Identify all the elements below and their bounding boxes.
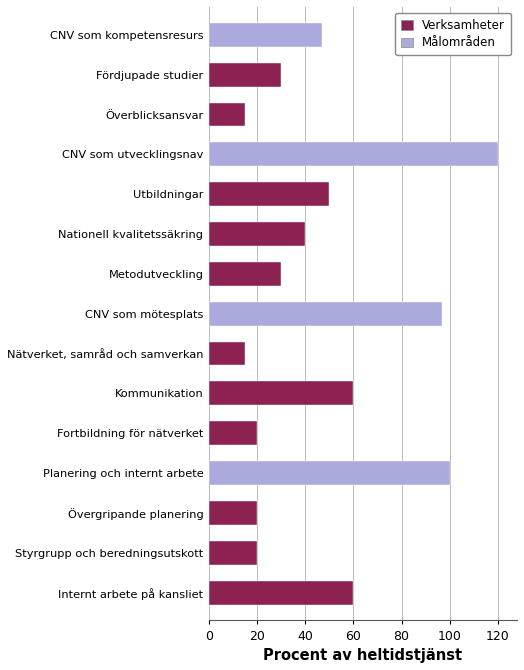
Bar	[209, 421, 257, 445]
Bar	[209, 381, 353, 405]
Legend: Verksamheter, Målområden: Verksamheter, Målområden	[395, 13, 511, 56]
Bar	[209, 461, 450, 485]
Bar	[209, 302, 442, 326]
Bar	[209, 143, 498, 166]
Bar	[209, 581, 353, 604]
Bar	[209, 541, 257, 565]
Bar	[209, 63, 281, 86]
Bar	[209, 103, 245, 127]
Bar	[209, 222, 305, 246]
Bar	[209, 342, 245, 366]
Bar	[209, 262, 281, 286]
Bar	[209, 501, 257, 525]
Bar	[209, 23, 322, 47]
Bar	[209, 182, 330, 206]
X-axis label: Procent av heltidstjänst: Procent av heltidstjänst	[264, 648, 463, 663]
